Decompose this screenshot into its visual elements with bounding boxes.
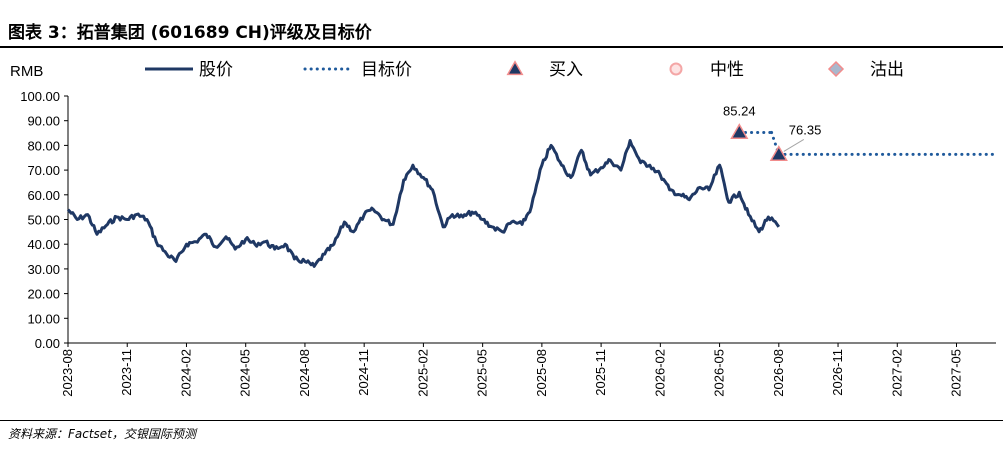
- x-tick-label: 2026-05: [712, 349, 727, 397]
- x-tick-label: 2025-02: [415, 349, 430, 397]
- x-tick-label: 2026-11: [830, 349, 845, 396]
- y-axis: 0.00 10.00 20.00 30.00 40.00 50.00 60.00 70.00 8…: [20, 89, 69, 351]
- x-tick-label: 2026-08: [771, 349, 786, 397]
- y-tick-label: 100.00: [20, 89, 60, 104]
- price-target-chart: 股价 目标价 买入 中性 沽出 RMB 0.00 10.00 20.00 30.00 40.00…: [10, 60, 998, 397]
- y-tick-label: 80.00: [27, 138, 60, 153]
- legend-swatch-sell: [827, 60, 845, 78]
- y-tick-label: 60.00: [27, 188, 60, 203]
- source-note: 资料来源：Factset，交银国际预测: [8, 427, 196, 441]
- x-tick-label: 2023-11: [119, 349, 134, 396]
- y-tick-label: 20.00: [27, 287, 60, 302]
- chart-legend: 股价 目标价 买入 中性 沽出: [145, 60, 904, 80]
- x-tick-label: 2024-02: [178, 349, 193, 397]
- x-tick-label: 2027-02: [889, 349, 904, 397]
- title-divider: [0, 46, 1003, 48]
- y-tick-label: 50.00: [27, 213, 60, 228]
- target-price-label: 85.24: [723, 103, 756, 118]
- x-tick-label: 2026-02: [652, 349, 667, 397]
- legend-label-target: 目标价: [361, 60, 412, 80]
- x-tick-label: 2027-05: [949, 349, 964, 397]
- x-tick-label: 2024-08: [297, 349, 312, 397]
- x-tick-label: 2025-11: [593, 349, 608, 396]
- x-tick-label: 2024-11: [356, 349, 371, 396]
- x-tick-label: 2025-08: [534, 349, 549, 397]
- footer-divider: [0, 420, 1003, 421]
- target-price-leader: [783, 138, 805, 152]
- plot-area: 85.24 76.35: [66, 103, 998, 268]
- x-tick-label: 2024-05: [238, 349, 253, 397]
- legend-label-sell: 沽出: [870, 60, 904, 80]
- legend-swatch-buy: [506, 60, 524, 76]
- target-price-label: 76.35: [789, 122, 822, 137]
- legend-swatch-neutral: [669, 62, 683, 76]
- y-tick-label: 90.00: [27, 114, 60, 129]
- y-tick-label: 70.00: [27, 163, 60, 178]
- y-tick-label: 0.00: [35, 336, 60, 351]
- x-axis: 2023-08 2023-11 2024-02 2024-05 2024-08 2024-…: [60, 342, 996, 397]
- y-axis-unit-label: RMB: [10, 63, 43, 80]
- y-tick-label: 40.00: [27, 237, 60, 252]
- figure-title: 图表 3：拓普集团 (601689 CH)评级及目标价: [8, 23, 372, 43]
- x-tick-label: 2025-05: [475, 349, 490, 397]
- price-line: [66, 139, 781, 268]
- legend-label-buy: 买入: [549, 60, 583, 80]
- legend-label-neutral: 中性: [710, 60, 744, 80]
- buy-marker: [730, 123, 749, 140]
- x-tick-label: 2023-08: [60, 349, 75, 397]
- legend-label-price: 股价: [199, 60, 233, 80]
- y-tick-label: 30.00: [27, 262, 60, 277]
- y-tick-label: 10.00: [27, 311, 60, 326]
- buy-marker: [769, 145, 788, 162]
